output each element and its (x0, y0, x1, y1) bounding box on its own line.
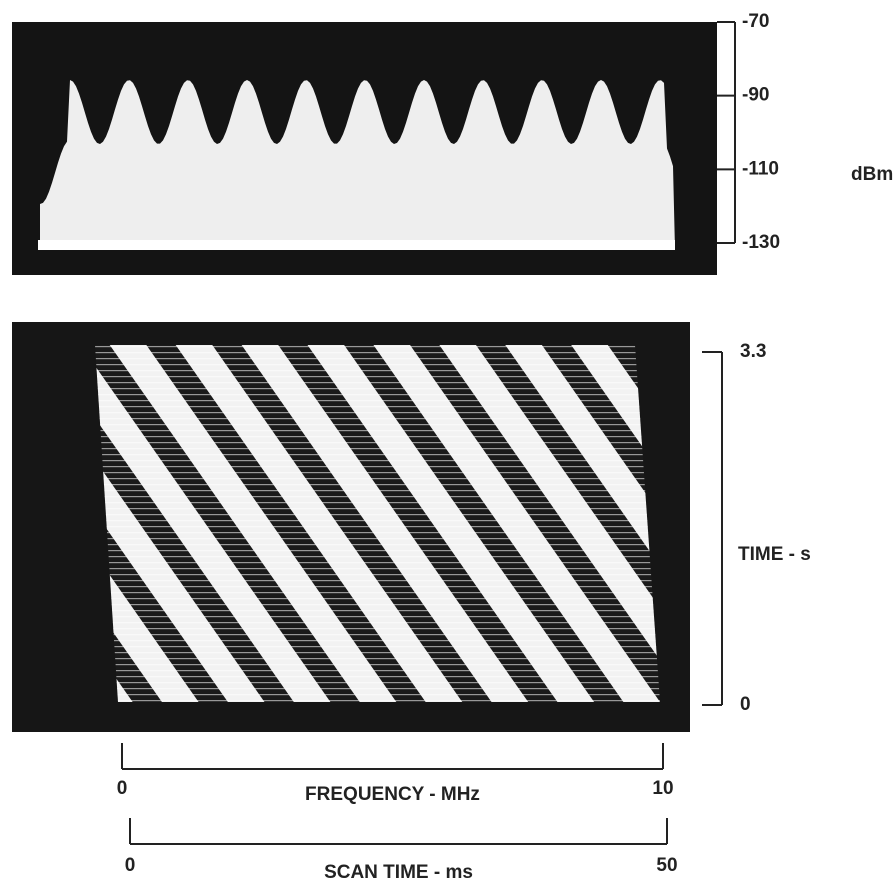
x-tick-label: 0 (125, 855, 136, 876)
y-tick-label: 3.3 (740, 341, 766, 362)
spectrum-fill (40, 80, 675, 250)
x-tick-label: 50 (656, 855, 677, 876)
y-tick-label: 0 (740, 694, 751, 715)
y-axis-label: TIME - s (738, 544, 811, 565)
x-axis-label: FREQUENCY - MHz (305, 784, 480, 805)
axes: -70 -90 -110 -130 dBm 3.3 0 TIME - s 0 10 FREQUENC… (117, 11, 893, 883)
y-tick-label: -130 (742, 232, 780, 253)
y-tick-label: -90 (742, 85, 769, 106)
y-tick-label: -70 (742, 11, 769, 32)
x-tick-label: 0 (117, 778, 128, 799)
y-tick-label: -110 (742, 158, 779, 179)
spectrum-trace (38, 80, 675, 250)
x-axis-label: SCAN TIME - ms (324, 862, 473, 883)
waterfall-trace (95, 345, 660, 702)
y-axis-label: dBm (851, 164, 893, 185)
baseline-glow (38, 240, 675, 250)
x-tick-label: 10 (652, 778, 673, 799)
